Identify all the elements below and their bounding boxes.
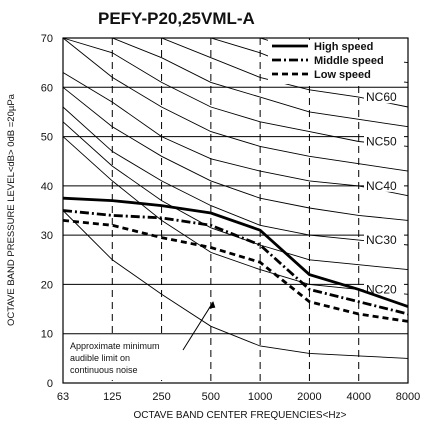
audible-limit-curve [62,210,409,359]
plot-frame [62,37,409,384]
nc-label-bg [364,89,404,104]
annotation: Approximate minimum audible limit on conti… [66,301,216,380]
legend-label: Low speed [314,69,371,81]
annotation-text: continuous noise [70,365,138,375]
audible-limit [62,210,409,359]
nc-curve [62,136,409,295]
nc-curve [62,121,409,271]
series-lines [62,196,409,323]
annotation-text: Approximate minimum [70,341,160,351]
y-axis-ticks: 0 10 20 30 40 50 60 70 [41,33,53,390]
y-tick-label: 40 [41,181,53,193]
annotation-text: audible limit on [70,353,130,363]
x-tick-label: 63 [57,391,69,403]
chart-title: PEFY-P20,25VML-A [98,9,255,28]
nc-label-bg [364,232,404,247]
nc-label-bg [364,133,404,148]
x-tick-label: 8000 [396,391,420,403]
y-tick-label: 30 [41,230,53,242]
nc-curve [62,37,409,172]
legend-label: High speed [314,41,373,53]
nc-curve [62,106,409,246]
x-tick-label: 500 [202,391,220,403]
x-tick-label: 1000 [248,391,272,403]
nc-label-bg [364,281,404,296]
x-tick-label: 4000 [346,391,370,403]
nc-curve [62,37,409,147]
legend-label: Middle speed [314,55,384,67]
legend: High speed Middle speed Low speed [268,40,404,84]
y-tick-label: 50 [41,132,53,144]
y-tick-label: 0 [47,378,53,390]
annotation-arrow-head [208,301,216,309]
y-tick-label: 20 [41,279,53,291]
nc-label: NC40 [366,179,397,193]
nc-curve [63,37,409,128]
x-tick-label: 2000 [297,391,321,403]
nc-label: NC50 [366,135,397,149]
y-axis-label: OCTAVE BAND PRESSURE LEVEL<dB> 0dB =20µP… [6,93,17,326]
grid [63,38,408,383]
x-axis-label: OCTAVE BAND CENTER FREQUENCIES<Hz> [134,410,347,421]
x-axis-ticks: 63 125 250 500 1000 2000 4000 8000 [57,391,420,403]
series-line [62,196,409,308]
nc-label: NC30 [366,233,397,247]
y-tick-label: 70 [41,33,53,45]
annotation-arrow [182,301,214,351]
annotation-bg [66,338,184,380]
nc-curve [62,72,409,197]
x-tick-label: 125 [103,391,121,403]
nc-label-bg [364,177,404,192]
nc-label: NC20 [366,282,397,296]
y-tick-label: 60 [41,82,53,94]
x-tick-label: 250 [152,391,170,403]
nc-curve [62,86,409,221]
y-tick-label: 10 [41,329,53,341]
nc-label: NC60 [366,90,397,104]
series-line [62,209,409,316]
